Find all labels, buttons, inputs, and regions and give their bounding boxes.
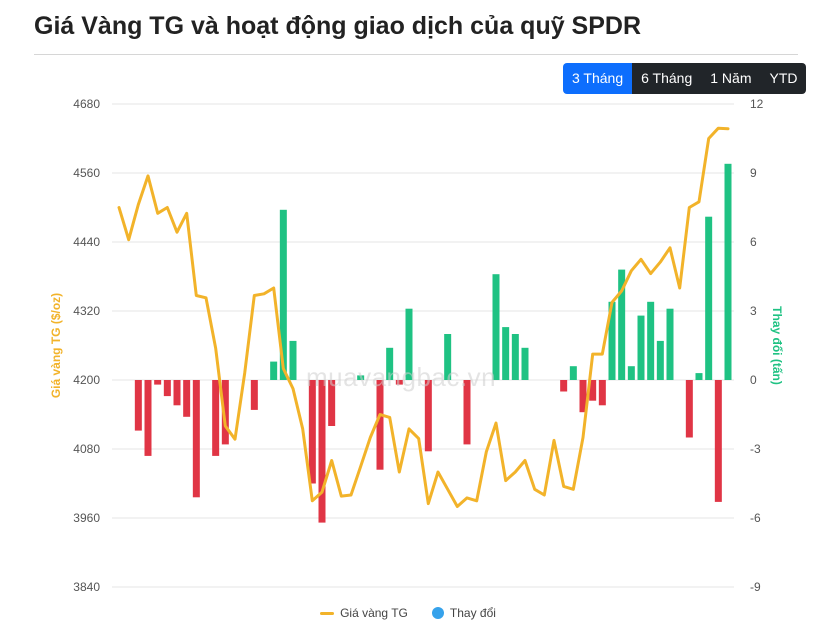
y-right-tick-label: -3	[750, 442, 761, 456]
price-line	[117, 126, 730, 508]
y-right-tick-label: 9	[750, 166, 757, 180]
bar	[221, 380, 229, 445]
y-right-tick-label: 0	[750, 373, 757, 387]
bar	[154, 380, 162, 385]
y-right-tick-label: 12	[750, 97, 764, 111]
bar	[386, 347, 394, 380]
bar	[183, 380, 191, 417]
bar	[666, 308, 674, 380]
y-right-axis-label: Thay đổi (tấn)	[770, 306, 784, 385]
bar	[270, 361, 278, 380]
bar	[173, 380, 181, 406]
bar	[579, 380, 587, 413]
bar	[656, 340, 664, 380]
period-tabs: 3 Tháng 6 Tháng 1 Năm YTD	[563, 63, 807, 94]
watermark: muavangbac.vn	[306, 362, 497, 392]
bar	[714, 380, 722, 502]
chart-legend: Giá vàng TG Thay đổi	[0, 606, 816, 620]
y-right-tick-label: -6	[750, 511, 761, 525]
legend-line-swatch	[320, 611, 335, 615]
legend-label-price: Giá vàng TG	[340, 606, 408, 620]
y-left-tick-label: 4200	[73, 373, 100, 387]
y-left-tick-label: 3840	[73, 580, 100, 594]
bar	[724, 163, 732, 380]
bar	[328, 380, 336, 426]
y-left-tick-label: 3960	[73, 511, 100, 525]
bar	[618, 269, 626, 380]
bar	[376, 380, 384, 470]
bar	[598, 380, 606, 406]
bar	[395, 380, 403, 385]
y-left-tick-label: 4680	[73, 97, 100, 111]
bar	[647, 301, 655, 380]
bar	[444, 334, 452, 380]
legend-item-change[interactable]: Thay đổi	[431, 606, 496, 620]
bar	[521, 347, 529, 380]
legend-item-price[interactable]: Giá vàng TG	[320, 606, 408, 620]
bar	[212, 380, 220, 456]
y-right-tick-label: -9	[750, 580, 761, 594]
tab-ytd[interactable]: YTD	[760, 63, 807, 94]
bar	[627, 366, 635, 380]
y-right-tick-label: 6	[750, 235, 757, 249]
bar	[589, 380, 597, 401]
y-left-tick-label: 4560	[73, 166, 100, 180]
y-right-tick-label: 3	[750, 304, 757, 318]
tab-6-months[interactable]: 6 Tháng	[632, 63, 702, 94]
bar	[463, 380, 471, 445]
bar	[685, 380, 693, 438]
bar	[144, 380, 152, 456]
legend-dot-swatch	[431, 607, 444, 619]
legend-label-change: Thay đổi	[449, 606, 496, 620]
bar	[250, 380, 258, 410]
bar	[318, 380, 326, 523]
tab-3-months[interactable]: 3 Tháng	[563, 63, 633, 94]
bar	[357, 375, 365, 380]
bar	[511, 334, 519, 380]
y-left-tick-label: 4080	[73, 442, 100, 456]
bar	[405, 308, 413, 380]
bar	[492, 274, 500, 380]
title-divider	[34, 54, 798, 55]
bar	[134, 380, 142, 431]
y-left-tick-label: 4320	[73, 304, 100, 318]
bar	[569, 366, 577, 380]
bar	[560, 380, 568, 392]
y-left-tick-label: 4440	[73, 235, 100, 249]
bar	[279, 209, 287, 380]
bar	[637, 315, 645, 380]
bar	[163, 380, 171, 397]
bar	[289, 340, 297, 380]
bar	[502, 327, 510, 380]
tab-1-year[interactable]: 1 Năm	[701, 63, 761, 94]
bar	[608, 301, 616, 380]
bar	[695, 373, 703, 380]
bar	[705, 216, 713, 380]
y-left-axis-label: Giá vàng TG ($/oz)	[49, 293, 63, 398]
bar	[192, 380, 200, 498]
bar	[424, 380, 432, 452]
chart-title: Giá Vàng TG và hoạt động giao dịch của q…	[34, 12, 642, 40]
bar	[308, 380, 316, 484]
